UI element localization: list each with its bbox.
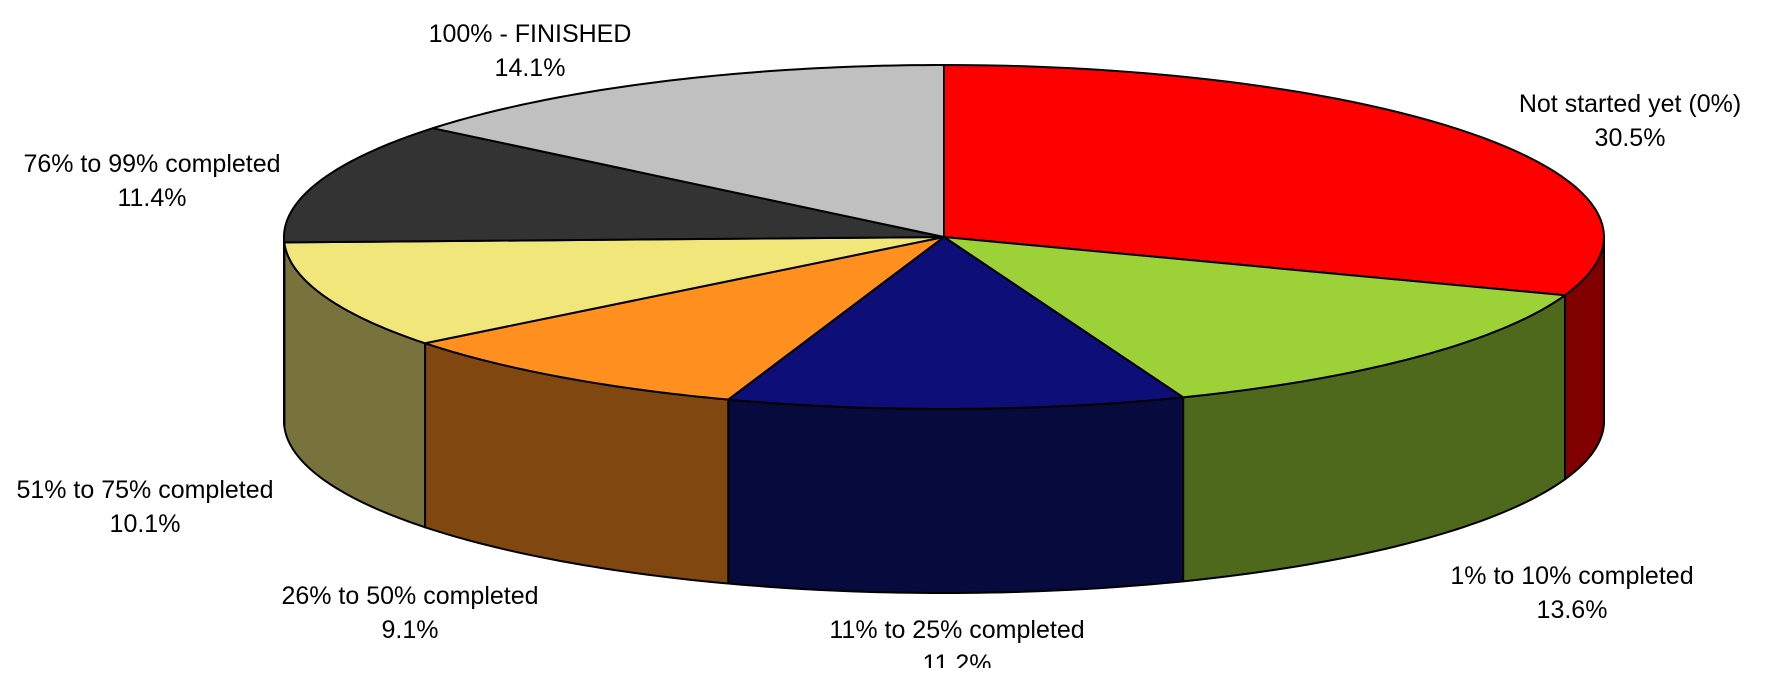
slice-value-2: 13.6% bbox=[1537, 596, 1608, 624]
slice-value-7: 14.1% bbox=[495, 54, 566, 82]
slice-label-7: 100% - FINISHED bbox=[429, 20, 632, 48]
slice-value-5: 10.1% bbox=[110, 510, 181, 538]
slice-value-1: 30.5% bbox=[1595, 124, 1666, 152]
slice-label-2: 1% to 10% completed bbox=[1450, 562, 1693, 590]
slice-value-6: 11.4% bbox=[117, 184, 186, 212]
slice-label-6: 76% to 99% completed bbox=[23, 150, 280, 178]
slice-value-4: 9.1% bbox=[382, 616, 439, 644]
pie-top-group bbox=[284, 65, 1604, 409]
slice-label-3: 11% to 25% completed bbox=[829, 616, 1084, 644]
slice-label-1: Not started yet (0%) bbox=[1519, 90, 1741, 118]
slice-value-3: 11.2% bbox=[922, 650, 991, 668]
slice-label-5: 51% to 75% completed bbox=[16, 476, 273, 504]
slice-label-4: 26% to 50% completed bbox=[281, 582, 538, 610]
pie-side-3 bbox=[728, 397, 1183, 593]
